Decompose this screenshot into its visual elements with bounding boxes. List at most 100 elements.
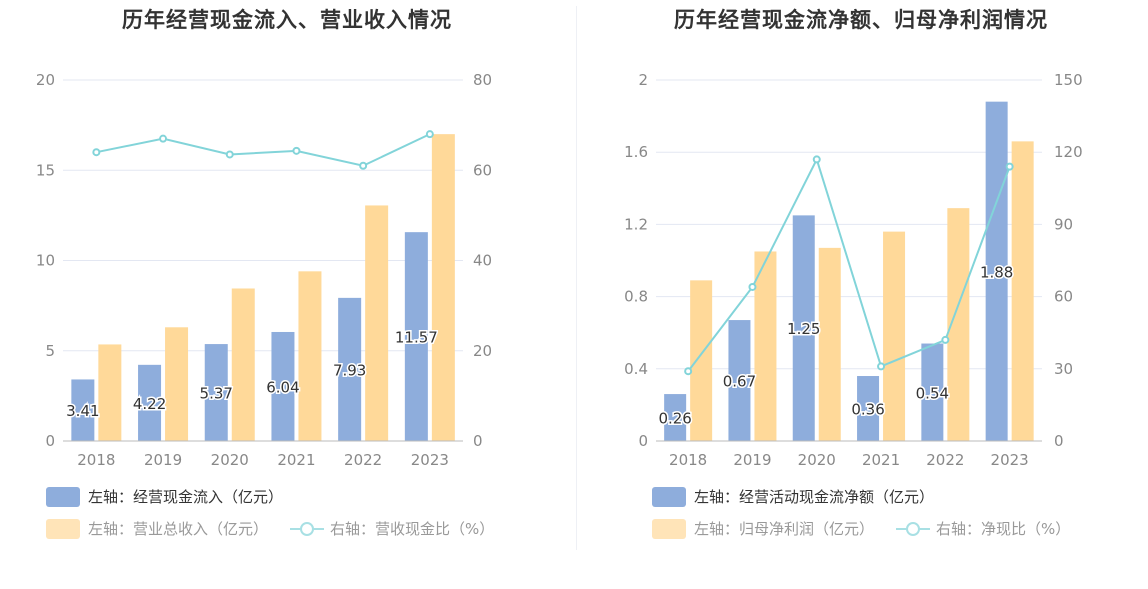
data-label: 11.57 <box>395 329 438 347</box>
bar-secondary <box>165 327 189 441</box>
data-label: 4.22 <box>133 395 166 413</box>
data-label: 6.04 <box>266 378 299 396</box>
x-tick: 2020 <box>211 451 249 469</box>
bar-primary <box>792 215 815 441</box>
bar-primary <box>71 379 95 441</box>
y-tick-right: 90 <box>1054 215 1073 233</box>
chart-panel-right: 历年经营现金流净额、归母净利润情况 0 0.4 0.8 1.2 1.6 2 0 30 60 90 1… <box>574 0 1148 589</box>
x-tick: 2021 <box>862 451 900 469</box>
y-tick-right: 20 <box>473 342 492 360</box>
bar-primary <box>204 344 228 441</box>
line-point <box>877 362 886 371</box>
line-point <box>1005 162 1014 171</box>
bar-secondary <box>365 205 389 441</box>
y-tick-right: 60 <box>1054 288 1073 306</box>
data-label: 1.88 <box>980 263 1013 281</box>
data-label: 1.25 <box>787 320 820 338</box>
bar-secondary <box>1011 141 1034 441</box>
legend-swatch <box>46 486 80 507</box>
data-label: 5.37 <box>200 385 233 403</box>
bar-secondary <box>818 247 841 441</box>
x-tick: 2021 <box>277 451 315 469</box>
legend-label: 右轴：营收现金比（%） <box>330 520 495 538</box>
line-point <box>748 282 757 291</box>
bar-secondary <box>947 208 970 441</box>
data-label: 0.54 <box>916 384 949 402</box>
line-point <box>684 367 693 376</box>
bar-secondary <box>883 231 906 441</box>
legend-item-cash-inflow[interactable]: 左轴：经营现金流入（亿元） <box>46 486 283 507</box>
legend-item-net-cash-ratio[interactable]: 右轴：净现比（%） <box>874 519 1071 538</box>
legend-label: 左轴：归母净利润（亿元） <box>694 520 875 538</box>
bar-primary <box>728 320 751 441</box>
legend-label: 右轴：净现比（%） <box>936 520 1071 538</box>
legend-swatch <box>652 518 686 539</box>
y-tick-right: 40 <box>473 252 492 270</box>
bar-secondary <box>298 271 322 441</box>
data-label: 7.93 <box>333 361 366 379</box>
y-tick-left: 10 <box>36 252 55 270</box>
line-point <box>425 130 434 139</box>
x-tick: 2022 <box>344 451 382 469</box>
y-tick-left: 2 <box>638 71 648 89</box>
x-tick: 2023 <box>991 451 1029 469</box>
legend-row-2: 左轴：归母净利润（亿元） 右轴：净现比（%） <box>652 518 1070 539</box>
legend-row-2: 左轴：营业总收入（亿元） 右轴：营收现金比（%） <box>46 518 494 539</box>
bar-primary <box>138 364 162 441</box>
y-tick-right: 80 <box>473 71 492 89</box>
legend-item-net-cash-flow[interactable]: 左轴：经营活动现金流净额（亿元） <box>652 486 934 507</box>
bar-primary <box>404 232 428 441</box>
line-marker-icon <box>896 521 931 536</box>
line-point <box>359 161 368 170</box>
legend-swatch <box>652 486 686 507</box>
x-tick: 2023 <box>411 451 449 469</box>
x-tick: 2019 <box>144 451 182 469</box>
data-label: 0.26 <box>658 410 691 428</box>
chart-title: 历年经营现金流入、营业收入情况 <box>122 8 452 32</box>
y-tick-left: 5 <box>45 342 55 360</box>
line-marker-icon <box>290 521 325 536</box>
bar-secondary <box>231 288 255 441</box>
data-label: 3.41 <box>66 402 99 420</box>
y-tick-right: 30 <box>1054 360 1073 378</box>
y-tick-right: 0 <box>473 432 483 450</box>
bar-primary <box>664 394 687 441</box>
bar-secondary <box>431 134 455 441</box>
y-tick-left: 0 <box>45 432 55 450</box>
legend-label: 左轴：营业总收入（亿元） <box>88 520 269 538</box>
line-point <box>941 335 950 344</box>
y-tick-right: 150 <box>1054 71 1083 89</box>
bar-secondary <box>98 344 122 441</box>
chart-panel-left: 历年经营现金流入、营业收入情况 0 5 10 15 20 0 20 40 60 80 2018 201… <box>36 8 494 539</box>
y-tick-left: 0.8 <box>624 288 648 306</box>
legend-label: 左轴：经营现金流入（亿元） <box>88 488 284 506</box>
line-point <box>812 155 821 164</box>
chart-plot-right: 0 0.4 0.8 1.2 1.6 2 0 30 60 90 120 150 2018 2019 2020 2… <box>624 71 1083 469</box>
bar-primary <box>338 297 362 441</box>
y-tick-right: 0 <box>1054 432 1064 450</box>
y-tick-left: 1.6 <box>624 143 648 161</box>
y-tick-left: 1.2 <box>624 215 648 233</box>
bar-primary <box>857 376 880 441</box>
legend-item-ratio[interactable]: 右轴：营收现金比（%） <box>268 519 495 538</box>
chart-plot-left: 0 5 10 15 20 0 20 40 60 80 2018 2019 2020 2021 2022 202… <box>36 71 492 469</box>
legend-label: 左轴：经营活动现金流净额（亿元） <box>694 488 935 506</box>
y-tick-left: 0.4 <box>624 360 648 378</box>
y-tick-left: 0 <box>638 432 648 450</box>
line-point <box>92 148 101 157</box>
x-tick: 2018 <box>669 451 707 469</box>
data-label: 0.67 <box>723 373 756 391</box>
line-point <box>159 134 168 143</box>
bar-primary <box>921 343 944 441</box>
y-tick-left: 15 <box>36 161 55 179</box>
legend-item-revenue[interactable]: 左轴：营业总收入（亿元） <box>46 518 269 539</box>
x-tick: 2022 <box>926 451 964 469</box>
legend-item-net-profit[interactable]: 左轴：归母净利润（亿元） <box>652 518 875 539</box>
x-tick: 2020 <box>798 451 836 469</box>
bar-secondary <box>754 251 777 441</box>
legend-swatch <box>46 518 80 539</box>
x-tick: 2019 <box>733 451 771 469</box>
panel-divider <box>576 6 577 550</box>
y-tick-right: 120 <box>1054 143 1083 161</box>
ratio-line <box>96 133 431 167</box>
